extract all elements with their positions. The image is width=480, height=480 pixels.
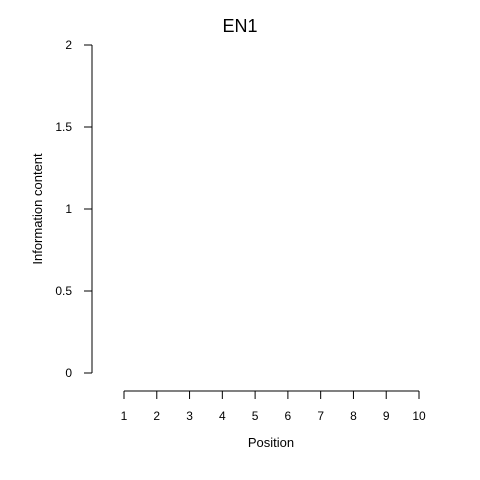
- x-axis: 1 2 3 4 5 6 7 8 9 10: [121, 390, 426, 423]
- x-tick-label: 2: [153, 409, 160, 423]
- x-tick-label: 1: [121, 409, 128, 423]
- y-tick-label: 1.5: [55, 120, 72, 134]
- x-tick-label: 10: [412, 409, 426, 423]
- x-tick-label: 8: [350, 409, 357, 423]
- x-tick-label: 5: [252, 409, 259, 423]
- y-axis: 0 0.5 1 1.5 2: [55, 38, 93, 380]
- x-tick-label: 6: [285, 409, 292, 423]
- y-tick-label: 1: [65, 202, 72, 216]
- chart-title: EN1: [222, 16, 257, 36]
- x-tick-label: 7: [317, 409, 324, 423]
- x-tick-label: 4: [219, 409, 226, 423]
- x-tick-label: 3: [186, 409, 193, 423]
- y-tick-label: 2: [65, 38, 72, 52]
- x-axis-title: Position: [248, 435, 294, 450]
- y-axis-title: Information content: [30, 153, 45, 265]
- x-tick-label: 9: [383, 409, 390, 423]
- y-tick-label: 0.5: [55, 284, 72, 298]
- y-tick-label: 0: [65, 366, 72, 380]
